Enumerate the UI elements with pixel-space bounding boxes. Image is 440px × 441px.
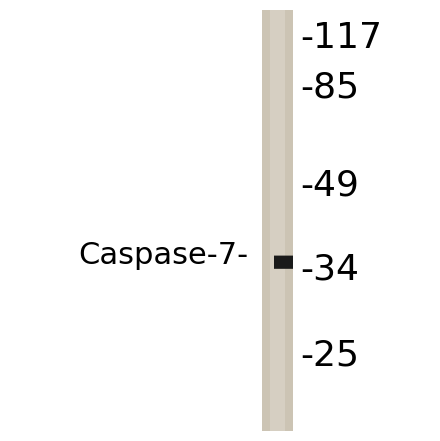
Text: Caspase-7-: Caspase-7- (78, 240, 248, 269)
Text: -34: -34 (300, 253, 359, 287)
Bar (274, 255, 293, 269)
Text: -25: -25 (300, 338, 359, 372)
Bar (269, 10, 285, 431)
Text: -85: -85 (300, 71, 359, 105)
Bar (274, 257, 293, 268)
Text: -49: -49 (300, 169, 359, 203)
Bar (274, 257, 293, 267)
Bar (262, 10, 293, 431)
Text: -117: -117 (300, 21, 382, 55)
Bar (274, 256, 293, 268)
Bar (275, 257, 292, 267)
Bar (274, 255, 293, 269)
